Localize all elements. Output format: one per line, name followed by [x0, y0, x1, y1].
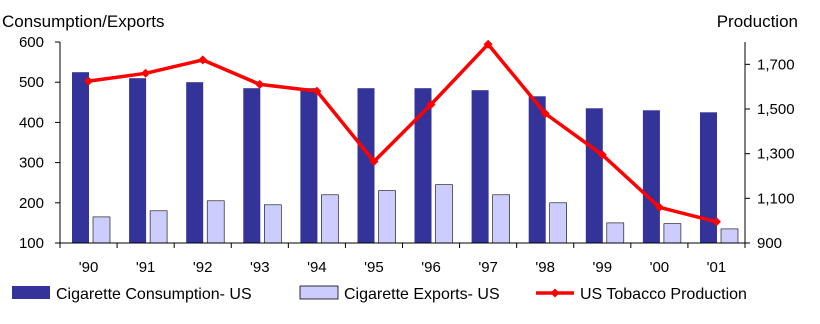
bar-exports-2: [206, 200, 225, 244]
bar-exports-5: [378, 190, 396, 244]
bar-consumption-8: [528, 96, 546, 243]
bar-exports-11: [720, 228, 739, 244]
production-point-1: [141, 68, 151, 78]
production-point-6: [426, 100, 436, 110]
production-point-9: [597, 150, 607, 160]
x-tick-label-8: '98: [535, 259, 555, 276]
legend-label-production: US Tobacco Production: [580, 286, 747, 303]
x-tick-label-0: '90: [79, 259, 99, 276]
left-tick-label-2: 300: [19, 155, 44, 172]
x-tick-label-11: '01: [707, 259, 727, 276]
left-tick-label-1: 200: [19, 195, 44, 212]
x-tick-label-7: '97: [478, 259, 498, 276]
bar-consumption-9: [585, 108, 603, 243]
bar-exports-1: [149, 210, 168, 244]
bar-exports-9: [606, 222, 625, 244]
x-tick-label-6: '96: [421, 259, 441, 276]
left-tick-label-3: 400: [19, 114, 44, 131]
x-tick-label-3: '93: [250, 259, 270, 276]
production-point-4: [312, 86, 322, 96]
x-tick-label-1: '91: [136, 259, 156, 276]
production-point-5: [369, 156, 379, 166]
legend-swatch-consumption: [12, 286, 50, 299]
x-tick-label-9: '99: [593, 259, 613, 276]
production-point-8: [540, 108, 550, 118]
right-tick-label-2: 1,300: [757, 146, 795, 163]
production-point-7: [483, 39, 493, 49]
bar-exports-8: [549, 202, 568, 244]
bar-consumption-2: [186, 82, 204, 243]
production-point-3: [255, 79, 265, 89]
x-tick-label-10: '00: [650, 259, 670, 276]
x-tick-label-4: '94: [307, 259, 327, 276]
bar-exports-3: [263, 204, 282, 244]
bar-consumption-7: [471, 90, 489, 243]
legend-swatch-exports: [299, 285, 339, 300]
bar-consumption-5: [357, 88, 375, 243]
legend-label-consumption: Cigarette Consumption- US: [56, 286, 252, 303]
bar-exports-0: [92, 216, 111, 244]
bar-consumption-11: [700, 112, 717, 243]
production-point-2: [198, 55, 208, 65]
bar-exports-7: [492, 194, 510, 244]
left-tick-label-4: 500: [19, 74, 44, 91]
legend-swatch-marker-production: [550, 288, 560, 298]
right-tick-label-3: 1,500: [757, 101, 795, 118]
right-tick-label-0: 900: [757, 235, 782, 252]
left-tick-label-0: 100: [19, 235, 44, 252]
bar-exports-10: [663, 223, 682, 244]
production-point-10: [654, 202, 664, 212]
bar-consumption-0: [72, 72, 89, 243]
bar-consumption-4: [300, 88, 318, 243]
production-line: [88, 42, 717, 224]
plot-area: 100 200 300 400 500 600 900 1,100 1,300 1,500 1,70…: [19, 34, 795, 276]
x-tick-label-5: '95: [364, 259, 384, 276]
bar-consumption-10: [642, 110, 660, 243]
right-axis-title: Production: [717, 12, 798, 31]
legend-label-exports: Cigarette Exports- US: [344, 286, 500, 303]
production-point-11: [711, 217, 721, 227]
x-tick-label-2: '92: [193, 259, 213, 276]
legend: Cigarette Consumption- US Cigarette Expor…: [12, 285, 747, 303]
left-tick-label-5: 600: [19, 34, 44, 51]
production-point-0: [84, 76, 94, 86]
right-tick-label-1: 1,100: [757, 190, 795, 207]
bar-consumption-1: [129, 78, 147, 243]
left-axis-title: Consumption/Exports: [2, 12, 165, 31]
right-tick-label-4: 1,700: [757, 56, 795, 73]
bar-consumption-6: [414, 88, 432, 243]
bar-exports-6: [435, 184, 453, 244]
bar-consumption-3: [243, 88, 261, 243]
bar-exports-4: [321, 194, 339, 244]
